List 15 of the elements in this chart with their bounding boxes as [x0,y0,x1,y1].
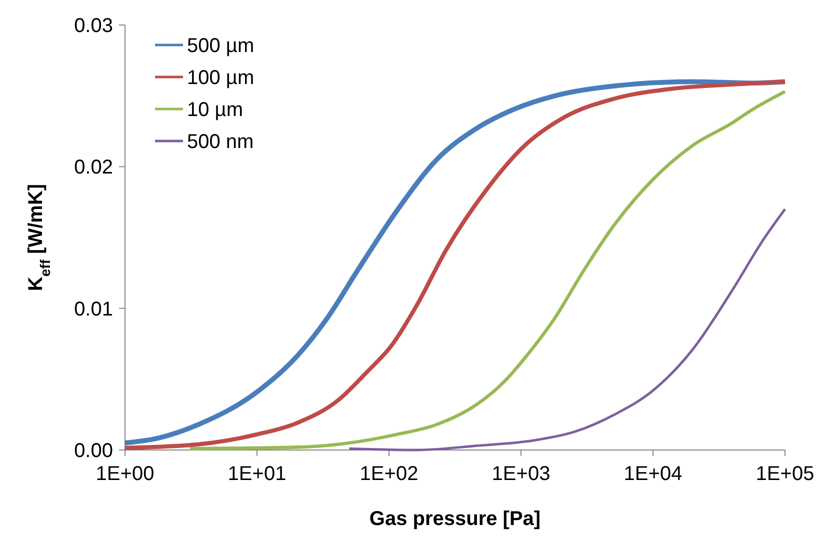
legend-label: 500 µm [187,35,254,57]
x-tick-label: 1E+03 [492,463,550,485]
y-tick-label: 0.03 [74,15,113,37]
legend-label: 100 µm [187,67,254,89]
y-tick-label: 0.02 [74,156,113,179]
x-tick-label: 1E+01 [228,463,286,485]
legend-label: 10 µm [187,99,243,121]
x-tick-label: 1E+04 [624,463,682,485]
x-tick-label: 1E+00 [96,463,154,485]
y-tick-label: 0.01 [74,298,113,320]
y-tick-label: 0.00 [74,440,113,462]
x-tick-label: 1E+05 [756,463,814,485]
x-tick-label: 1E+02 [360,463,418,485]
x-axis-title: Gas pressure [Pa] [369,508,541,530]
legend-label: 500 nm [187,131,254,153]
